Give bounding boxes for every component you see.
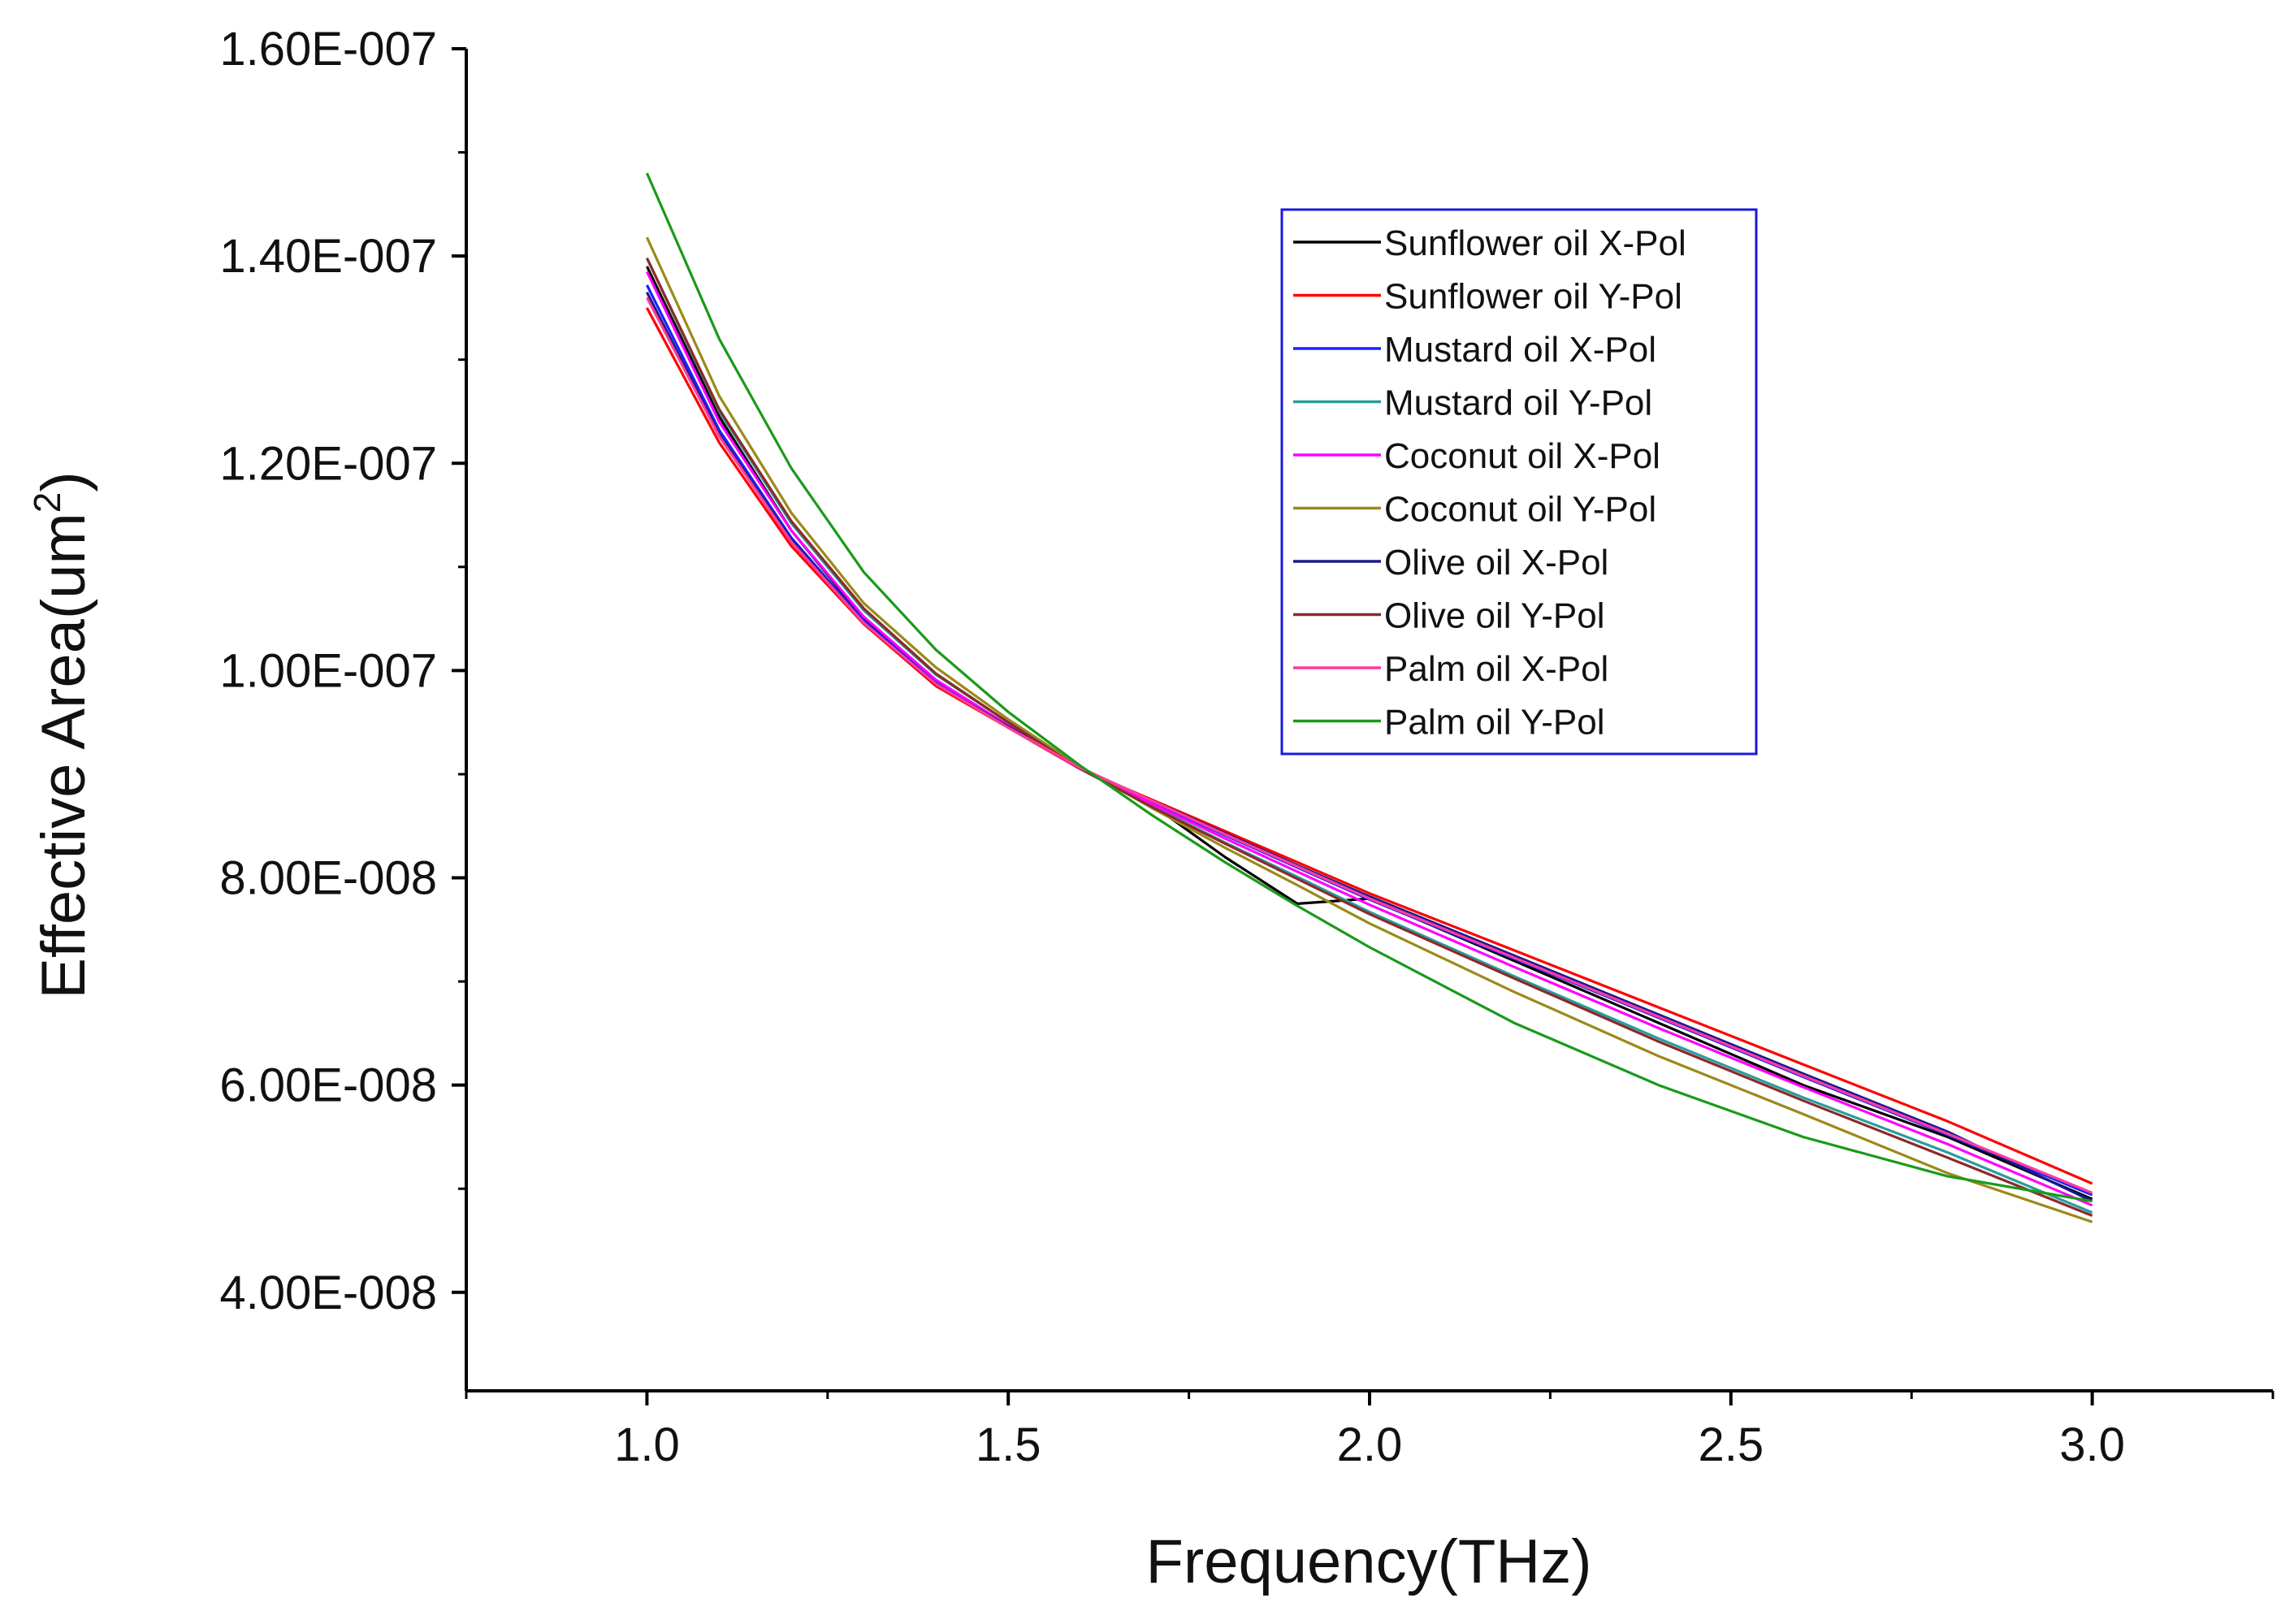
y-axis-title-superscript: 2 <box>26 492 68 513</box>
legend-label: Palm oil Y-Pol <box>1384 703 1604 743</box>
legend-label: Coconut oil X-Pol <box>1384 436 1660 476</box>
y-tick-label: 1.00E-007 <box>219 644 437 697</box>
axes: 4.00E-008 6.00E-008 8.00E-008 1.00E-007 1.20… <box>219 23 2275 1471</box>
x-tick-label: 2.0 <box>1337 1418 1403 1471</box>
series-line-palm-oil-y-pol <box>645 172 2093 1203</box>
x-axis-title: Frequency(THz) <box>1146 1527 1592 1596</box>
legend-label: Mustard oil Y-Pol <box>1384 383 1652 423</box>
legend-label: Coconut oil Y-Pol <box>1384 490 1656 530</box>
series-line-coconut-oil-x-pol <box>645 271 2093 1207</box>
legend-label: Olive oil Y-Pol <box>1384 596 1604 636</box>
y-tick-label: 1.20E-007 <box>219 437 437 490</box>
legend-box <box>1280 208 1758 756</box>
legend: Sunflower oil X-Pol Sunflower oil Y-Pol Mu… <box>1280 208 1758 756</box>
series-line-olive-oil-y-pol <box>645 258 2093 1217</box>
y-tick-label: 4.00E-008 <box>219 1267 437 1319</box>
legend-label: Palm oil X-Pol <box>1384 649 1608 689</box>
axis-titles: Frequency(THz) Effective Area(um2) <box>26 471 1592 1596</box>
series-line-coconut-oil-y-pol <box>645 236 2093 1223</box>
series-lines <box>645 172 2093 1223</box>
y-tick-label: 6.00E-008 <box>219 1059 437 1112</box>
legend-label: Sunflower oil X-Pol <box>1384 223 1686 263</box>
series-line-palm-oil-x-pol <box>645 297 2093 1194</box>
y-tick-label: 8.00E-008 <box>219 852 437 905</box>
y-tick-label: 1.40E-007 <box>219 230 437 283</box>
x-tick-label: 1.5 <box>976 1418 1041 1471</box>
x-tick-label: 3.0 <box>2059 1418 2125 1471</box>
legend-label: Mustard oil X-Pol <box>1384 330 1656 370</box>
y-axis-title: Effective Area(um2) <box>26 471 98 998</box>
series-line-sunflower-oil-y-pol <box>645 307 2093 1185</box>
y-axis-title-suffix: ) <box>29 471 98 492</box>
x-tick-label: 2.5 <box>1698 1418 1764 1471</box>
legend-label: Olive oil X-Pol <box>1384 543 1608 582</box>
legend-label: Sunflower oil Y-Pol <box>1384 277 1682 317</box>
y-tick-label: 1.60E-007 <box>219 23 437 76</box>
x-tick-label: 1.0 <box>614 1418 680 1471</box>
y-axis-title-main: Effective Area(um <box>29 513 98 998</box>
